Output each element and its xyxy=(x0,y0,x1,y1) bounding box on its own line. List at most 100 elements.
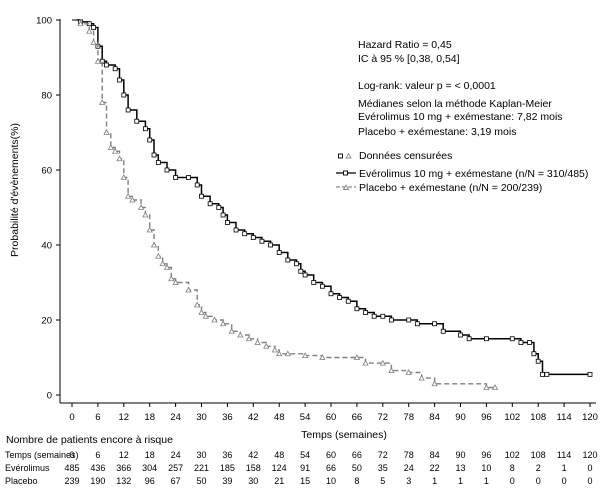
risk-cell: 0 xyxy=(587,463,592,473)
risk-header-cell: 114 xyxy=(557,450,571,460)
censor-marker xyxy=(168,275,175,282)
risk-header-cell: 120 xyxy=(582,450,597,460)
x-tick-label: 108 xyxy=(530,412,546,423)
risk-cell: 0 xyxy=(510,476,515,486)
x-tick-label: 42 xyxy=(248,412,259,423)
x-tick-label: 30 xyxy=(196,412,207,423)
risk-header-cell: 36 xyxy=(222,450,232,460)
risk-cell: 3 xyxy=(406,476,411,486)
legend-label-everolimus: Evérolimus 10 mg + exémestane (n/N = 310… xyxy=(359,168,588,180)
censor-marker xyxy=(379,359,386,366)
risk-cell: 190 xyxy=(90,476,105,486)
y-tick-label: 40 xyxy=(41,241,52,252)
risk-cell: 221 xyxy=(194,463,209,473)
censor-marker xyxy=(362,359,369,366)
censor-marker xyxy=(77,20,84,27)
censor-marker xyxy=(483,336,489,342)
x-tick-label: 84 xyxy=(429,412,440,423)
x-tick-label: 78 xyxy=(403,412,414,423)
censor-marker xyxy=(104,62,109,68)
censor-marker xyxy=(163,264,171,270)
risk-table-title: Nombre de patients encore à risque xyxy=(6,434,173,446)
risk-cell: 21 xyxy=(274,476,284,486)
censor-marker xyxy=(103,129,110,135)
risk-cell: 304 xyxy=(142,463,157,473)
x-ticks: 0 6 12 18 24 30 36 42 48 54 60 66 72 78 84 90 96 102 108 11… xyxy=(69,403,598,423)
risk-cell: 132 xyxy=(116,476,131,486)
censor-marker xyxy=(527,340,532,345)
censor-marker xyxy=(276,350,283,357)
risk-cell: 10 xyxy=(481,463,491,473)
axes xyxy=(59,19,596,404)
censor-marker xyxy=(509,336,515,342)
censor-marker xyxy=(199,193,204,199)
censor-marker xyxy=(540,371,545,377)
censor-marker xyxy=(94,57,102,64)
censor-marker xyxy=(186,175,191,180)
survival-curves xyxy=(72,19,593,390)
legend-label-placebo: Placebo + exémestane (n/N = 200/239) xyxy=(359,182,542,194)
censor-marker xyxy=(491,384,499,390)
censor-marker xyxy=(388,367,395,374)
risk-cell: 35 xyxy=(378,463,388,473)
censor-marker xyxy=(194,182,200,188)
risk-cell: 185 xyxy=(220,463,235,473)
risk-cell: 50 xyxy=(196,476,206,486)
risk-row-label-everolimus: Evérolimus xyxy=(5,463,50,473)
censor-marker xyxy=(319,283,325,289)
censor-marker xyxy=(414,321,420,327)
censor-marker xyxy=(371,313,377,319)
censor-marker xyxy=(431,380,438,387)
stats-annotations: Hazard Ratio = 0,45 IC à 95 % [0,38, 0,5… xyxy=(358,39,563,138)
censor-marker xyxy=(91,25,96,30)
censor-marker xyxy=(544,371,550,377)
risk-row-label-placebo: Placebo xyxy=(5,476,38,486)
median-placebo: Placebo + exémestane: 3,19 mois xyxy=(358,126,516,138)
y-tick-label: 20 xyxy=(41,316,52,327)
y-axis-label: Probabilité d'évènements(%) xyxy=(9,123,21,257)
risk-cell: 66 xyxy=(326,463,336,473)
censor-marker xyxy=(172,279,179,285)
risk-header-cell: 72 xyxy=(378,450,388,460)
y-tick-label: 60 xyxy=(41,166,52,177)
risk-header-cell: 6 xyxy=(95,450,100,460)
risk-table-header-label: Temps (semaines) xyxy=(5,450,79,460)
x-tick-label: 0 xyxy=(69,412,74,423)
risk-cell: 50 xyxy=(352,463,362,473)
risk-cell: 1 xyxy=(562,463,567,473)
censor-marker xyxy=(137,204,145,210)
censor-marker xyxy=(233,227,239,233)
risk-table: Nombre de patients encore à risque Temps… xyxy=(5,434,598,486)
x-tick-label: 114 xyxy=(557,412,572,423)
risk-cell: 30 xyxy=(248,476,258,486)
censor-marker xyxy=(250,235,256,240)
censor-marker xyxy=(432,321,438,327)
censor-marker xyxy=(389,317,394,323)
risk-cells: 0 6 12 18 24 30 36 42 48 54 60 66 72 78 84 90 96 102 108 11… xyxy=(64,450,597,486)
risk-header-cell: 30 xyxy=(196,450,206,460)
placebo-curve xyxy=(72,19,495,389)
x-tick-label: 66 xyxy=(352,412,363,423)
censor-marker xyxy=(294,261,299,267)
censor-marker xyxy=(185,286,192,293)
censor-marker xyxy=(220,212,226,218)
censor-marker xyxy=(380,313,386,319)
censor-marker xyxy=(345,298,351,304)
risk-cell: 39 xyxy=(222,476,232,486)
x-tick-label: 48 xyxy=(274,412,285,423)
censor-marker xyxy=(531,351,537,357)
risk-header-cell: 54 xyxy=(300,450,310,460)
censor-marker xyxy=(259,238,265,244)
censor-marker xyxy=(406,317,412,323)
risk-cell: 91 xyxy=(300,463,310,473)
censor-marker xyxy=(405,369,412,375)
censor-marker xyxy=(483,384,490,390)
risk-header-cell: 84 xyxy=(430,450,440,460)
y-ticks: 0 20 40 60 80 100 xyxy=(36,16,60,402)
y-tick-label: 80 xyxy=(41,91,52,102)
risk-cell: 24 xyxy=(404,463,414,473)
censor-marker xyxy=(211,316,218,323)
risk-header-cell: 66 xyxy=(352,450,362,460)
x-tick-label: 120 xyxy=(582,412,598,423)
